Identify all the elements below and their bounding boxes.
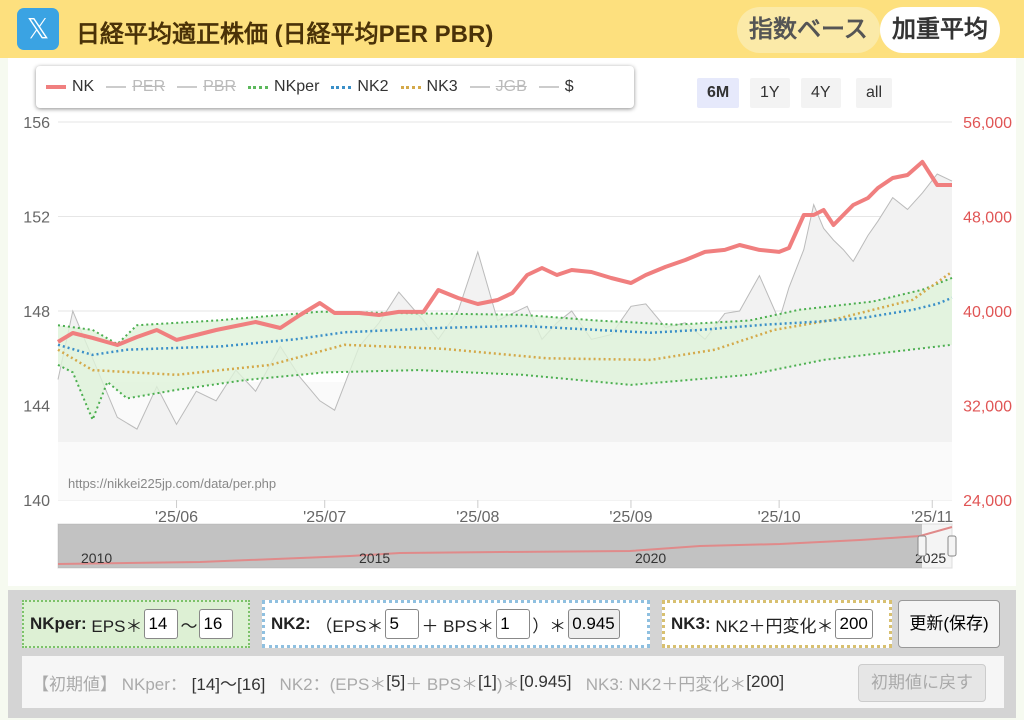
y-left-tick: 152 [23,210,50,227]
legend-item-nk2[interactable]: NK2 [331,78,389,96]
nkper-min-input[interactable] [144,609,179,639]
legend-swatch [46,85,66,89]
legend-item-usd[interactable]: $ [538,78,574,96]
nk2-eps-input[interactable] [385,609,420,639]
y-right-tick: 56,000 [963,115,1012,132]
chart: 140 24,000 144 32,000 148 40,000 152 48,000 156 5… [23,115,1012,569]
default-bps-label: ＋ BPS＊ [405,674,478,694]
weighted-average-button[interactable]: 加重平均 [880,7,1000,53]
x-tick-label: '25/06 [155,509,198,526]
legend-label: PER [132,78,166,95]
nkper-upper-line [57,276,953,346]
update-save-button[interactable]: 更新(保存) [898,600,1000,648]
legend-label: NK [72,78,95,95]
x-tick-label: '25/09 [609,509,652,526]
range-button-6m[interactable]: 6M [697,78,740,108]
nk2-eps-label: （EPS＊ [315,616,384,636]
default-nk3: [200] [746,672,785,691]
default-nk3-label: NK3: NK2＋円変化＊ [585,674,747,694]
legend-item-nkper[interactable]: NKper [248,78,319,96]
nk2-bps-input[interactable] [496,609,531,639]
index-base-button[interactable]: 指数ベース [737,7,880,53]
eps-label: EPS＊ [91,616,143,636]
nk2-mult-input[interactable] [568,609,621,639]
legend-swatch [106,86,127,88]
reset-defaults-button[interactable]: 初期値に戻す [858,664,986,702]
navigator-handle-left[interactable] [917,535,927,557]
nk3-text: NK2＋円変化＊ [715,616,834,636]
x-share-icon[interactable]: 𝕏 [17,8,59,50]
default-bps: [1] [477,672,497,691]
x-tick-label: '25/07 [303,509,346,526]
legend-swatch [400,85,421,89]
x-tick-label: '25/10 [758,509,801,526]
legend-label: NKper [274,78,320,95]
legend-swatch [469,86,490,88]
nkper-label: NKper: [30,614,87,633]
navigator-handle-right[interactable] [947,535,957,557]
legend-item-pbr[interactable]: PBR [177,78,236,96]
legend-item-per[interactable]: PER [106,78,165,96]
legend: NK PER PBR NKper NK2 NK3 JGB $ [36,66,634,108]
header: 𝕏 日経平均適正株価 (日経平均PER PBR) 指数ベース 加重平均 [0,0,1024,58]
y-left-tick: 148 [23,304,50,321]
default-mult: [0.945] [519,672,572,691]
nk2-box: NK2: （EPS＊ ＋ BPS＊ ）＊ [262,600,650,648]
navigator-label: 2020 [635,550,666,566]
legend-item-jgb[interactable]: JGB [469,78,527,96]
legend-swatch [538,86,559,88]
navigator-label: 2015 [359,550,390,566]
nkper-lower-line [57,343,953,423]
range-button-all[interactable]: all [856,78,893,108]
legend-swatch [177,86,198,88]
nkper-band [58,277,952,420]
legend-swatch [248,85,269,89]
y-left-tick: 156 [23,115,50,132]
navigator-mask [58,524,922,568]
legend-label: NK3 [426,78,458,95]
legend-swatch [331,85,352,89]
settings-panel: NKper: EPS＊ 〜 NK2: （EPS＊ ＋ BPS＊ ）＊ NK3: … [8,590,1016,718]
watermark-url: https://nikkei225jp.com/data/per.php [68,476,276,491]
nkper-max-input[interactable] [199,609,234,639]
range-sep: 〜 [180,616,198,636]
y-right-tick: 40,000 [963,304,1012,321]
legend-label: PBR [203,78,237,95]
range-button-1y[interactable]: 1Y [750,78,790,108]
navigator-label: 2010 [81,550,112,566]
nk3-box: NK3: NK2＋円変化＊ [662,600,892,648]
y-right-tick: 32,000 [963,399,1012,416]
legend-label: $ [564,78,574,95]
defaults-row: 【初期値】 NKper： [14]〜[16] NK2：(EPS＊ [5] ＋ BP… [22,656,1004,708]
nk2-mult-label: ）＊ [532,616,567,636]
legend-label: NK2 [357,78,389,95]
y-left-tick: 140 [23,493,50,510]
nk2-label: NK2: [271,614,311,633]
defaults-label: 【初期値】 NKper： [32,674,187,694]
y-left-tick: 144 [23,399,50,416]
y-right-tick: 48,000 [963,210,1012,227]
range-button-4y[interactable]: 4Y [801,78,841,108]
nk2-line [57,296,953,357]
page-title: 日経平均適正株価 (日経平均PER PBR) [76,21,494,48]
default-mult-label: )＊ [496,674,520,694]
default-nk2-label: NK2：(EPS＊ [279,674,387,694]
default-eps: [5] [386,672,406,691]
legend-item-nk[interactable]: NK [46,78,94,96]
navigator-line [57,526,953,565]
nk3-label: NK3: [671,614,711,633]
nk2-bps-label: ＋ BPS＊ [421,616,495,636]
default-per: [14]〜[16] [191,674,266,694]
x-tick-label: '25/08 [456,509,499,526]
nk3-input[interactable] [835,609,874,639]
legend-item-nk3[interactable]: NK3 [400,78,458,96]
y-right-tick: 24,000 [963,493,1012,510]
nkper-box: NKper: EPS＊ 〜 [22,600,250,648]
nk-line [56,159,952,347]
x-tick-label: '25/11 [911,509,953,526]
legend-label: JGB [495,78,527,95]
